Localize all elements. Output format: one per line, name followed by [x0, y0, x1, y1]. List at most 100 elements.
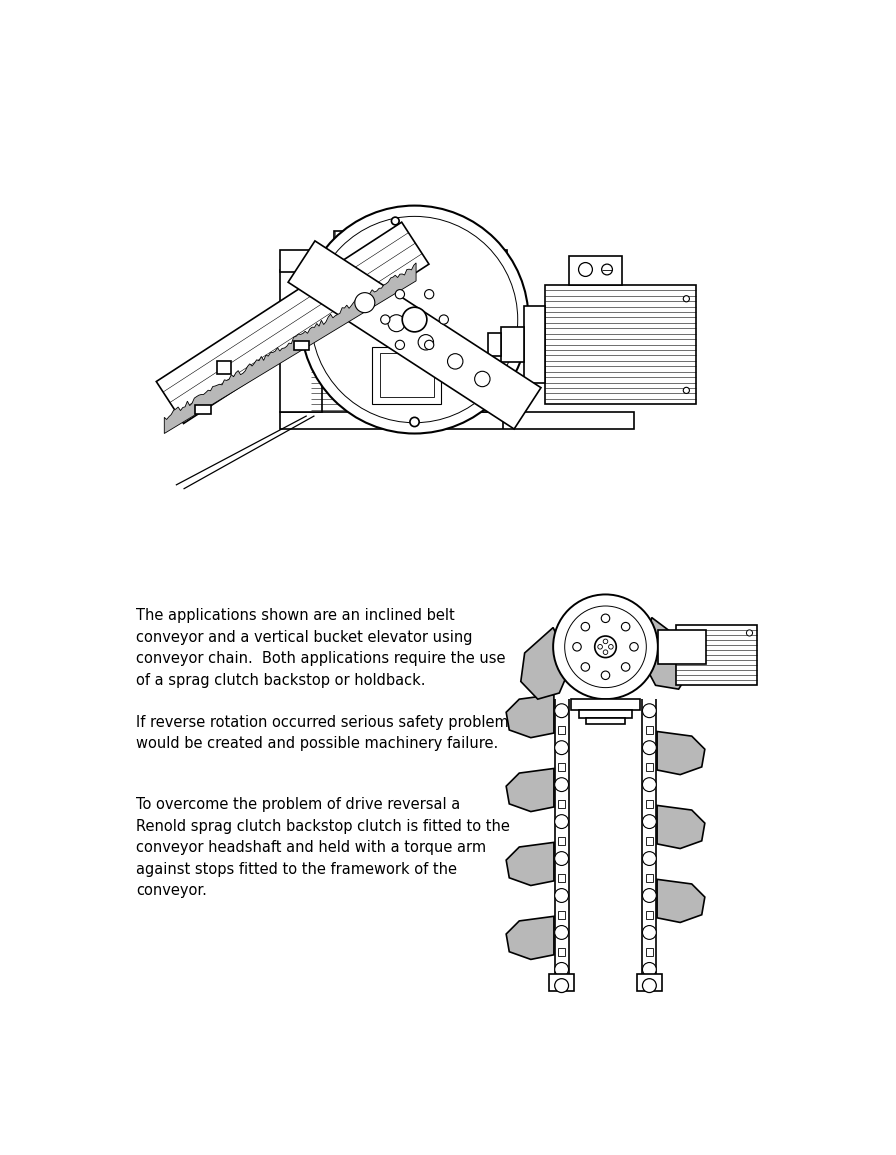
Circle shape	[622, 623, 630, 631]
Bar	[501, 327, 524, 362]
Circle shape	[642, 814, 656, 828]
Bar	[645, 874, 653, 881]
Circle shape	[312, 216, 518, 423]
Polygon shape	[506, 768, 554, 812]
Bar	[645, 911, 653, 918]
Bar	[383, 222, 407, 232]
Bar	[645, 726, 653, 733]
Bar	[195, 404, 211, 413]
Polygon shape	[164, 263, 416, 433]
Circle shape	[642, 703, 656, 717]
Bar	[280, 269, 323, 412]
Bar	[546, 285, 695, 404]
Bar	[645, 800, 653, 807]
Circle shape	[598, 644, 602, 649]
Circle shape	[582, 663, 590, 671]
Circle shape	[555, 703, 569, 717]
Circle shape	[601, 614, 610, 623]
Circle shape	[642, 851, 656, 865]
Circle shape	[555, 777, 569, 791]
Circle shape	[642, 888, 656, 902]
Polygon shape	[506, 842, 554, 886]
Circle shape	[684, 387, 689, 394]
Polygon shape	[506, 916, 554, 960]
Circle shape	[439, 315, 448, 325]
Circle shape	[603, 639, 607, 643]
Bar	[645, 948, 653, 955]
Circle shape	[642, 925, 656, 939]
Circle shape	[447, 353, 463, 370]
Polygon shape	[657, 879, 705, 923]
Bar	[645, 763, 653, 770]
Circle shape	[355, 292, 375, 313]
Circle shape	[388, 315, 405, 331]
Circle shape	[555, 888, 569, 902]
Circle shape	[425, 290, 434, 299]
Circle shape	[555, 851, 569, 865]
Circle shape	[553, 595, 658, 699]
Polygon shape	[506, 694, 554, 738]
Circle shape	[601, 671, 610, 679]
Circle shape	[642, 978, 656, 992]
Bar	[333, 231, 457, 251]
Circle shape	[555, 962, 569, 976]
Bar	[380, 352, 434, 397]
Circle shape	[601, 264, 613, 275]
Bar	[469, 292, 507, 412]
Bar	[557, 726, 565, 733]
Circle shape	[555, 814, 569, 828]
Bar	[557, 911, 565, 918]
Circle shape	[395, 290, 404, 299]
Circle shape	[395, 341, 404, 350]
Polygon shape	[289, 241, 541, 429]
Bar	[658, 629, 706, 664]
Bar	[637, 974, 662, 991]
Bar	[487, 333, 501, 356]
Polygon shape	[642, 618, 692, 690]
Text: The applications shown are an inclined belt
conveyor and a vertical bucket eleva: The applications shown are an inclined b…	[136, 609, 505, 688]
Polygon shape	[156, 222, 429, 424]
Bar	[294, 341, 309, 350]
Circle shape	[746, 629, 753, 636]
Circle shape	[392, 217, 399, 225]
Circle shape	[381, 315, 390, 325]
Circle shape	[555, 925, 569, 939]
Bar	[569, 255, 623, 285]
Circle shape	[595, 636, 616, 657]
Bar	[549, 974, 574, 991]
Circle shape	[475, 371, 490, 387]
Circle shape	[425, 341, 434, 350]
Polygon shape	[657, 731, 705, 775]
Bar	[557, 763, 565, 770]
Circle shape	[573, 642, 582, 651]
Circle shape	[300, 206, 529, 433]
Bar	[557, 837, 565, 844]
Circle shape	[684, 296, 689, 301]
Circle shape	[642, 740, 656, 754]
Bar	[280, 412, 634, 429]
Bar	[372, 346, 442, 404]
Circle shape	[630, 642, 638, 651]
Polygon shape	[217, 360, 231, 374]
Circle shape	[642, 962, 656, 976]
Bar	[557, 948, 565, 955]
Bar	[571, 699, 640, 710]
Bar	[586, 717, 625, 724]
Circle shape	[555, 978, 569, 992]
Bar	[676, 625, 757, 685]
Polygon shape	[521, 627, 571, 699]
Bar	[557, 874, 565, 881]
Circle shape	[608, 644, 613, 649]
Text: To overcome the problem of drive reversal a
Renold sprag clutch backstop clutch : To overcome the problem of drive reversa…	[136, 797, 510, 899]
Circle shape	[402, 307, 426, 331]
Circle shape	[579, 262, 592, 276]
Polygon shape	[657, 805, 705, 849]
Circle shape	[564, 606, 646, 687]
Circle shape	[555, 740, 569, 754]
Circle shape	[582, 623, 590, 631]
Circle shape	[410, 417, 419, 426]
Bar	[280, 251, 507, 271]
Bar	[524, 306, 546, 382]
Bar	[557, 800, 565, 807]
Circle shape	[622, 663, 630, 671]
